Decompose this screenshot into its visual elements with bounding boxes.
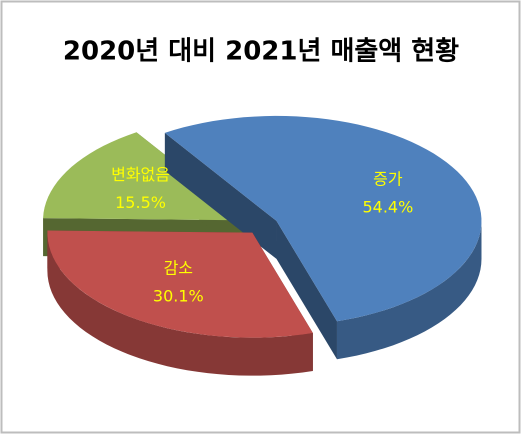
slice-side (164, 132, 277, 259)
slice-side (276, 220, 337, 360)
category-label: 증가 (373, 170, 403, 189)
slice-wall (47, 232, 313, 376)
value-label: 30.1% (153, 286, 204, 305)
value-label: 54.4% (362, 198, 413, 217)
slice (43, 132, 249, 221)
value-label: 15.5% (115, 193, 166, 212)
category-label: 감소 (164, 258, 193, 277)
slice (164, 115, 482, 322)
slice-wall (336, 220, 482, 360)
slice (47, 230, 313, 338)
category-label: 변화없음 (111, 165, 170, 184)
chart-title: 2020년 대비 2021년 매출액 현황 (63, 37, 459, 67)
